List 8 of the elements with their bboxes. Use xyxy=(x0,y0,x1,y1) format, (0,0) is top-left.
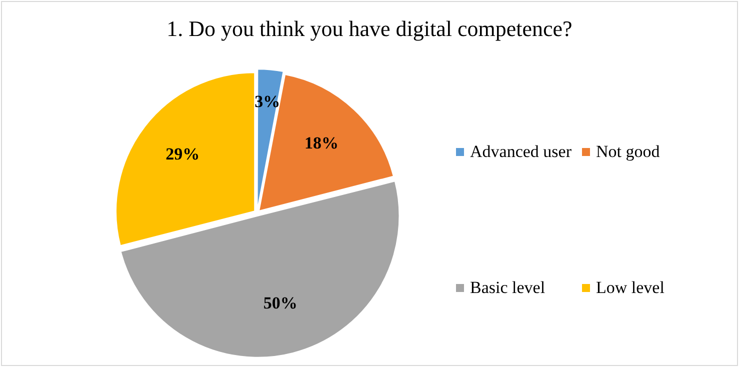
chart-title: 1. Do you think you have digital competence? xyxy=(166,16,574,42)
data-label: 50% xyxy=(263,294,298,313)
data-label: 18% xyxy=(304,134,338,153)
legend-label: Low level xyxy=(596,278,664,298)
legend-label: Basic level xyxy=(470,278,546,298)
data-label: 29% xyxy=(166,144,200,164)
legend-label: Not good xyxy=(596,142,660,162)
legend-label: Advanced user xyxy=(470,142,572,162)
